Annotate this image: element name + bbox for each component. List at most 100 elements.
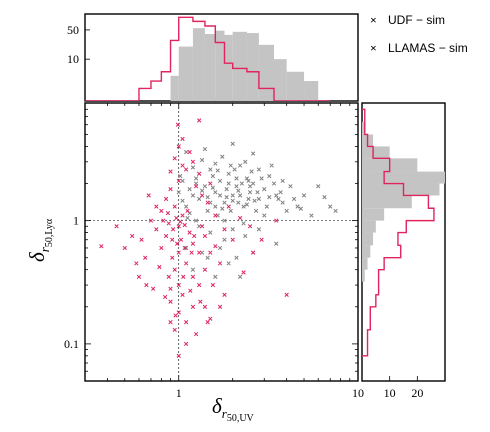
point-llamas-sim <box>176 310 181 315</box>
point-udf-sim <box>230 227 235 232</box>
point-llamas-sim <box>163 233 169 239</box>
point-llamas-sim <box>134 261 139 266</box>
point-udf-sim <box>180 198 185 203</box>
point-udf-sim <box>176 190 181 195</box>
point-llamas-sim <box>217 304 223 309</box>
point-udf-sim <box>184 245 189 251</box>
point-udf-sim <box>184 204 189 209</box>
point-udf-sim <box>205 195 210 200</box>
point-llamas-sim <box>198 299 203 304</box>
point-udf-sim <box>234 184 239 189</box>
point-udf-sim <box>274 193 279 198</box>
point-llamas-sim <box>114 224 119 229</box>
point-llamas-sim <box>197 282 202 288</box>
top-hist-bar-udf <box>232 31 247 101</box>
right-histogram-bars <box>362 108 445 357</box>
point-udf-sim <box>230 141 235 146</box>
point-udf-sim <box>247 184 253 189</box>
point-llamas-sim <box>176 353 181 358</box>
top-hist-bar-udf <box>170 75 179 101</box>
right-histogram-ticks: 10 20 <box>384 376 423 400</box>
right-hist-bar-udf <box>362 146 390 159</box>
point-llamas-sim <box>184 341 189 347</box>
legend-marker-udf: × <box>370 13 377 27</box>
point-llamas-sim <box>172 156 177 161</box>
point-udf-sim <box>247 190 253 195</box>
point-udf-sim <box>241 204 246 209</box>
point-llamas-sim <box>187 230 192 235</box>
point-llamas-sim <box>163 294 168 300</box>
point-llamas-sim <box>157 264 162 270</box>
point-udf-sim <box>193 176 199 181</box>
point-udf-sim <box>267 195 272 200</box>
point-udf-sim <box>213 190 218 195</box>
point-udf-sim <box>264 204 269 209</box>
right-hist-tick-label: 20 <box>411 386 423 400</box>
main-axis-ticks: 1 10 0.1 1 <box>64 102 364 400</box>
point-llamas-sim <box>168 187 173 192</box>
point-udf-sim <box>250 151 256 156</box>
point-llamas-sim <box>168 286 173 291</box>
point-llamas-sim <box>168 320 173 325</box>
point-udf-sim <box>236 188 241 193</box>
legend-marker-llamas: × <box>370 41 377 55</box>
point-llamas-sim <box>178 219 183 224</box>
point-udf-sim <box>178 173 183 179</box>
point-llamas-sim <box>176 178 181 184</box>
x-tick-label: 1 <box>176 386 182 400</box>
point-udf-sim <box>244 202 250 207</box>
point-llamas-sim <box>173 313 178 318</box>
top-histogram-panel: 10 50 <box>67 13 359 102</box>
point-udf-sim <box>222 218 227 223</box>
point-udf-sim <box>210 185 216 190</box>
point-udf-sim <box>234 255 239 260</box>
top-hist-bar-udf <box>215 30 225 101</box>
point-udf-sim <box>246 196 251 202</box>
point-udf-sim <box>222 237 227 242</box>
point-udf-sim <box>224 187 229 192</box>
point-udf-sim <box>193 218 199 223</box>
point-llamas-sim <box>130 233 135 239</box>
point-udf-sim <box>322 195 327 200</box>
point-llamas-sim <box>144 282 149 288</box>
point-udf-sim <box>226 261 231 266</box>
point-llamas-sim <box>154 204 159 209</box>
point-llamas-sim <box>154 227 159 232</box>
y-axis-label: δr50,Lyα <box>25 218 55 262</box>
point-udf-sim <box>190 267 196 272</box>
point-llamas-sim <box>185 208 190 214</box>
point-udf-sim <box>226 171 231 176</box>
point-udf-sim <box>241 221 246 226</box>
point-udf-sim <box>222 200 227 205</box>
point-udf-sim <box>262 187 267 192</box>
top-hist-bar-udf <box>204 33 216 101</box>
point-udf-sim <box>249 169 254 174</box>
point-llamas-sim <box>175 241 180 246</box>
point-llamas-sim <box>170 237 175 242</box>
point-llamas-sim <box>176 282 181 288</box>
point-llamas-sim <box>188 288 193 293</box>
point-llamas-sim <box>184 167 189 172</box>
point-llamas-sim <box>208 181 213 186</box>
point-udf-sim <box>236 200 241 205</box>
point-udf-sim <box>190 193 196 198</box>
point-llamas-sim <box>165 210 171 216</box>
point-udf-sim <box>280 178 285 184</box>
point-llamas-sim <box>172 204 177 209</box>
point-udf-sim <box>328 204 333 209</box>
point-llamas-sim <box>151 286 156 291</box>
point-llamas-sim <box>226 204 231 209</box>
point-udf-sim <box>202 147 208 152</box>
point-udf-sim <box>213 161 218 166</box>
point-udf-sim <box>256 196 262 202</box>
point-udf-sim <box>217 178 223 184</box>
point-llamas-sim <box>122 245 127 251</box>
point-udf-sim <box>228 208 233 214</box>
point-udf-sim <box>205 208 210 214</box>
point-llamas-sim <box>205 320 210 325</box>
point-udf-sim <box>284 208 289 214</box>
point-llamas-sim <box>163 196 169 202</box>
point-udf-sim <box>256 227 262 232</box>
